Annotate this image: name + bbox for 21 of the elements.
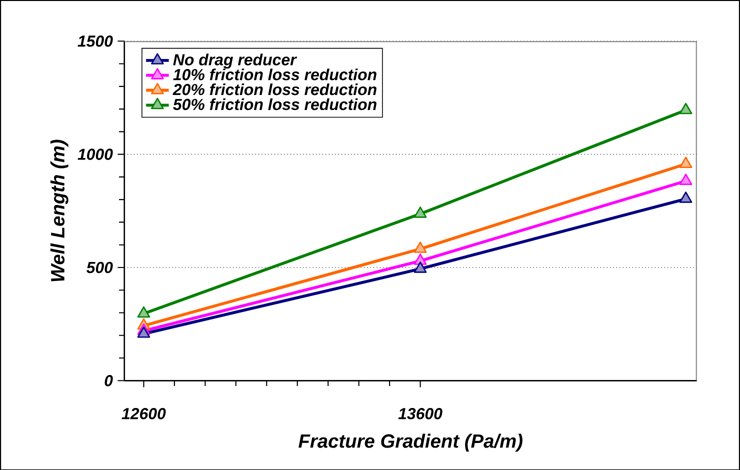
legend-label: 20% friction loss reduction	[172, 83, 376, 96]
point	[679, 102, 692, 114]
point	[414, 241, 427, 253]
y-tick-label: 1000	[78, 148, 113, 160]
legend-label: 50% friction loss reduction	[173, 98, 376, 110]
point	[414, 206, 427, 218]
point	[679, 174, 692, 185]
y-tick-label: 0	[104, 374, 113, 386]
legend-label: 10% friction loss reduction	[173, 68, 376, 80]
x-tick-label: 13600	[398, 408, 442, 420]
legend-label: No drag reducer	[173, 53, 298, 68]
x-tick-label: 12600	[122, 408, 166, 420]
x-axis-title: Fracture Gradient (Pa/m)	[298, 434, 522, 452]
point	[679, 191, 692, 203]
y-tick-label: 500	[86, 262, 113, 273]
y-tick-label: 1500	[78, 35, 113, 47]
point	[137, 306, 150, 318]
y-axis-title: Well Length (m)	[50, 140, 68, 282]
point	[679, 156, 692, 168]
point	[137, 326, 150, 338]
point	[414, 261, 427, 273]
